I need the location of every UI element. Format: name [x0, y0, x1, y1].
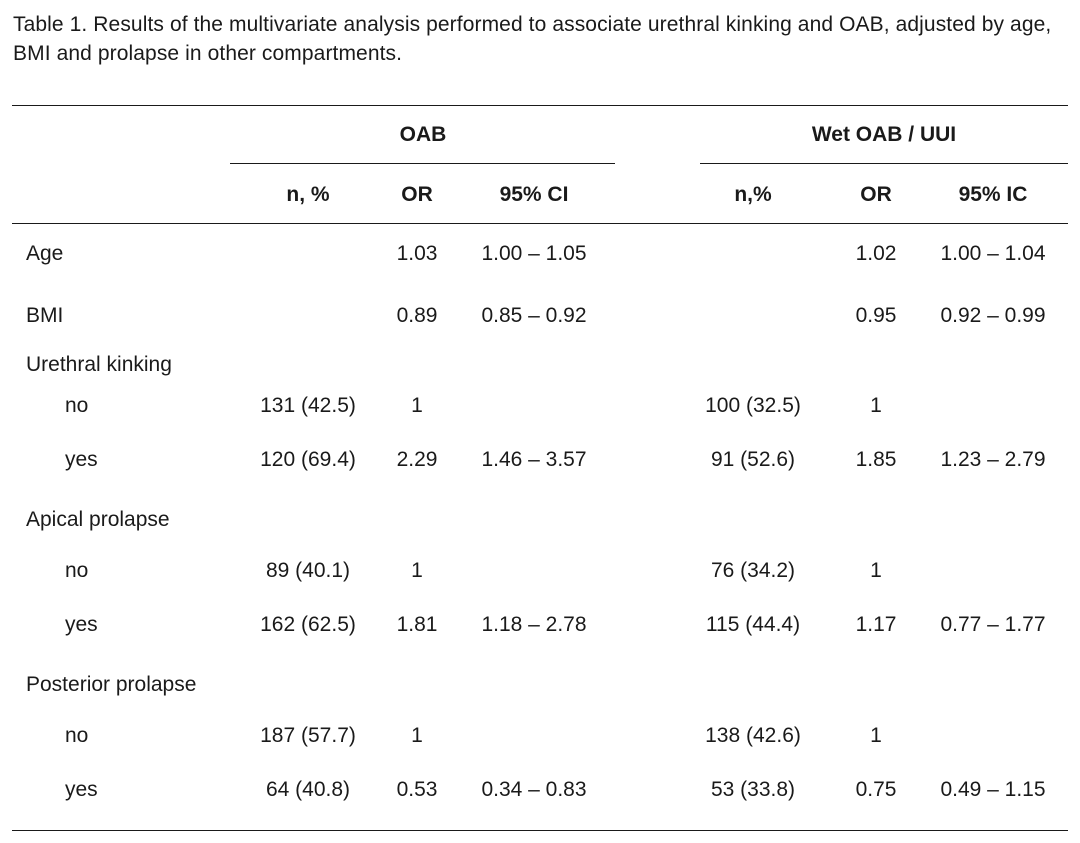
- row-sublabel: no: [65, 394, 89, 417]
- table-cell: 1.81: [396, 613, 438, 636]
- top-rule: [12, 105, 1068, 106]
- table-cell: 0.92 – 0.99: [940, 304, 1046, 327]
- bottom-rule: [12, 830, 1068, 831]
- table-caption: Table 1. Results of the multivariate ana…: [13, 13, 1052, 65]
- table-cell: 1.46 – 3.57: [481, 448, 587, 471]
- table-cell: 0.77 – 1.77: [940, 613, 1046, 636]
- group-header-oab: OAB: [399, 123, 447, 146]
- row-label: Age: [26, 242, 64, 265]
- group-header-wet-oab-uui: Wet OAB / UUI: [811, 123, 957, 146]
- table-cell: 0.75: [855, 778, 897, 801]
- table-cell: 1.17: [855, 613, 897, 636]
- table-cell: 0.95: [855, 304, 897, 327]
- col-ci-wet: 95% IC: [958, 183, 1028, 206]
- table-cell: 1: [411, 724, 423, 747]
- table-cell: 1: [411, 559, 423, 582]
- table-cell: 53 (33.8): [710, 778, 796, 801]
- table-cell: 1.18 – 2.78: [481, 613, 587, 636]
- row-label: BMI: [26, 304, 64, 327]
- table-cell: 120 (69.4): [260, 448, 356, 471]
- table-cell: 1.00 – 1.04: [940, 242, 1046, 265]
- table-cell: 162 (62.5): [260, 613, 356, 636]
- table-cell: 1.03: [396, 242, 438, 265]
- table-cell: 100 (32.5): [705, 394, 801, 417]
- table-cell: 76 (34.2): [710, 559, 796, 582]
- row-label: Urethral kinking: [26, 353, 172, 376]
- table-cell: 0.89: [396, 304, 438, 327]
- table-cell: 0.85 – 0.92: [481, 304, 587, 327]
- header-rule: [12, 223, 1068, 224]
- row-sublabel: yes: [65, 778, 98, 801]
- table-cell: 91 (52.6): [710, 448, 796, 471]
- table-cell: 1.23 – 2.79: [940, 448, 1046, 471]
- col-or-oab: OR: [401, 183, 433, 206]
- row-sublabel: no: [65, 724, 89, 747]
- table-cell: 2.29: [396, 448, 438, 471]
- col-ci-oab: 95% CI: [499, 183, 569, 206]
- table-cell: 1.00 – 1.05: [481, 242, 587, 265]
- table-cell: 0.49 – 1.15: [940, 778, 1046, 801]
- table-cell: 131 (42.5): [260, 394, 356, 417]
- row-sublabel: no: [65, 559, 89, 582]
- row-sublabel: yes: [65, 613, 98, 636]
- table-cell: 64 (40.8): [265, 778, 351, 801]
- table-cell: 1: [870, 559, 882, 582]
- oab-group-rule: [230, 163, 615, 164]
- table-cell: 1.85: [855, 448, 897, 471]
- col-or-wet: OR: [860, 183, 892, 206]
- row-sublabel: yes: [65, 448, 98, 471]
- row-label: Posterior prolapse: [26, 673, 197, 696]
- table-cell: 115 (44.4): [705, 613, 801, 636]
- table-cell: 89 (40.1): [265, 559, 351, 582]
- table-cell: 1: [870, 724, 882, 747]
- table-cell: 1: [870, 394, 882, 417]
- row-label: Apical prolapse: [26, 508, 170, 531]
- col-n-wet: n,%: [734, 183, 772, 206]
- table-cell: 138 (42.6): [705, 724, 801, 747]
- col-n-oab: n, %: [286, 183, 330, 206]
- wet-oab-group-rule: [700, 163, 1068, 164]
- table-cell: 1: [411, 394, 423, 417]
- table-cell: 187 (57.7): [260, 724, 356, 747]
- table-cell: 0.34 – 0.83: [481, 778, 587, 801]
- table-cell: 1.02: [855, 242, 897, 265]
- table-cell: 0.53: [396, 778, 438, 801]
